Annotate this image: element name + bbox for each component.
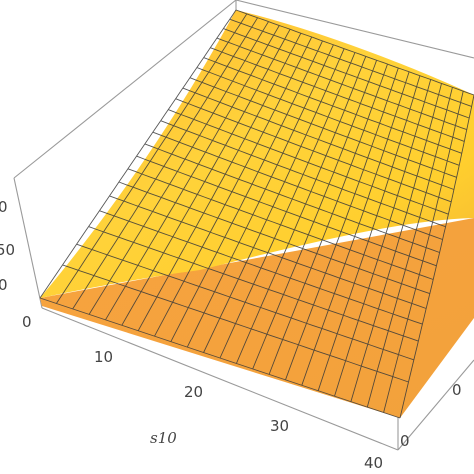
x-tick-label: 40 <box>364 454 383 472</box>
x-axis-title: s10 <box>150 429 177 447</box>
mesh-line <box>216 37 467 131</box>
mesh-line <box>168 109 449 215</box>
y-tick-label: 50 <box>0 241 15 259</box>
mesh-line <box>39 297 401 419</box>
mesh-line <box>152 131 443 240</box>
mesh-line <box>229 18 472 107</box>
mesh-line <box>210 47 465 142</box>
mesh-line <box>235 9 474 96</box>
y-tick-label: 0 <box>0 198 8 216</box>
x-tick-label: 10 <box>94 348 113 366</box>
mesh-line <box>109 195 427 309</box>
z-tick-label: 0 <box>452 381 462 399</box>
x-axis: 0 10 20 30 40 s10 <box>22 313 383 472</box>
mesh-line <box>144 143 440 253</box>
mesh-line <box>62 264 409 383</box>
y-tick-label: 0 <box>0 276 8 294</box>
mesh-line <box>223 28 470 119</box>
x-tick-label: 30 <box>270 417 289 435</box>
mesh-line <box>196 67 460 166</box>
mesh-line <box>160 120 446 228</box>
mesh-line <box>175 98 452 203</box>
surface-lower-region <box>40 218 474 418</box>
x-tick-label: 20 <box>184 383 203 401</box>
y-axis-partial: 0 50 0 <box>0 198 15 294</box>
mesh-line <box>88 226 419 342</box>
x-tick-label: 0 <box>22 313 32 331</box>
mesh-line <box>136 155 437 267</box>
z-axis-partial: 0 0 <box>400 381 462 450</box>
surface-mesh <box>39 9 474 419</box>
mesh-line <box>127 168 434 280</box>
mesh-line <box>118 181 430 295</box>
mesh-line <box>203 57 462 154</box>
mesh-line <box>76 243 414 361</box>
mesh-line <box>99 210 423 325</box>
z-tick-label: 0 <box>400 432 410 450</box>
mesh-line <box>189 77 457 178</box>
mesh-line <box>182 87 455 190</box>
